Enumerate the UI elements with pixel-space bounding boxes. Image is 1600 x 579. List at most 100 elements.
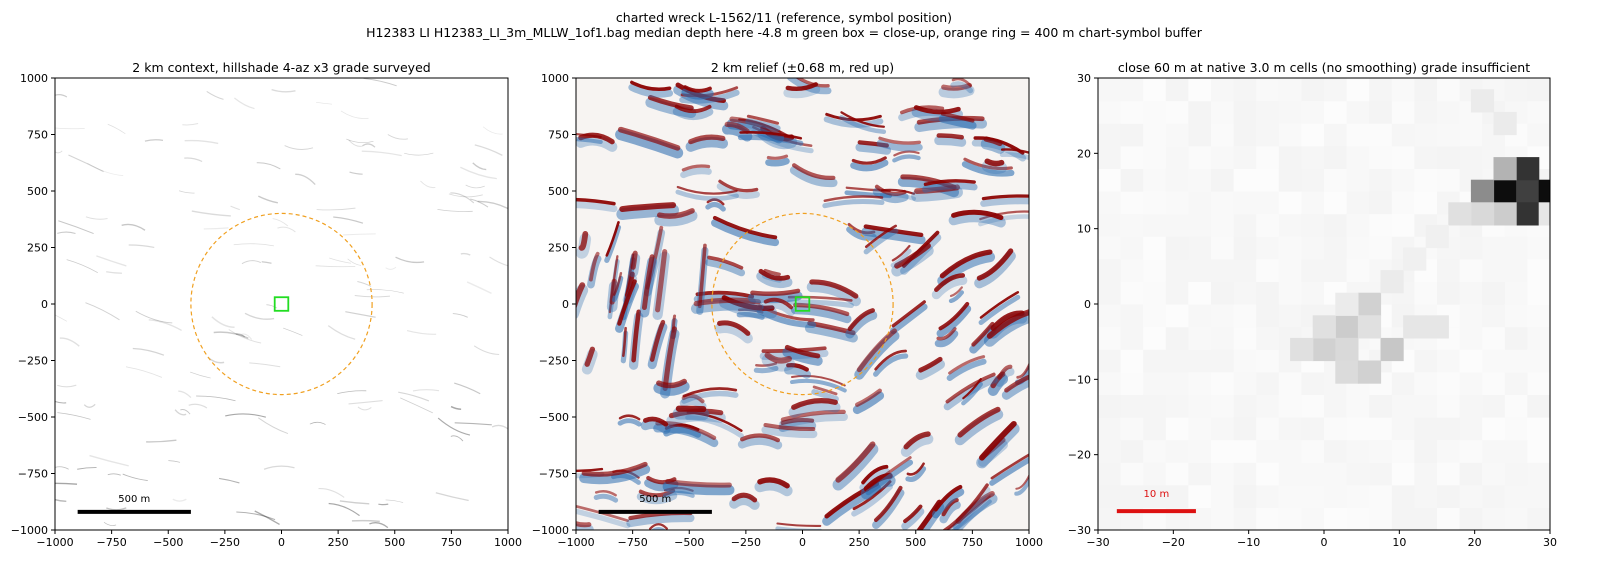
relief-crest xyxy=(809,279,859,299)
closeup-cell xyxy=(1459,281,1483,305)
relief-trough xyxy=(974,250,1016,289)
closeup-cell xyxy=(1233,371,1257,395)
relief-crest xyxy=(951,78,972,87)
hillshade-ridge xyxy=(272,218,289,227)
hillshade-ridge xyxy=(345,311,376,318)
hillshade-ridge xyxy=(277,226,296,233)
relief-trough xyxy=(971,139,1027,162)
relief-trough xyxy=(980,138,1006,154)
closeup-cell xyxy=(1278,236,1302,260)
hillshade-ridge xyxy=(454,422,492,426)
hillshade-ridge xyxy=(266,304,278,309)
closeup-cell xyxy=(1301,100,1325,124)
hillshade-ridge xyxy=(107,123,126,135)
relief-crest xyxy=(674,104,712,114)
closeup-cell xyxy=(1459,371,1483,395)
closeup-cell xyxy=(1527,100,1550,124)
closeup-cell xyxy=(1312,337,1336,362)
closeup-cell xyxy=(1301,236,1325,260)
hillshade-ridge xyxy=(191,210,231,217)
relief-crest xyxy=(840,111,885,128)
relief-trough xyxy=(672,407,710,421)
closeup-cell xyxy=(1391,439,1415,463)
closeup-cell xyxy=(1527,78,1550,102)
closeup-cell xyxy=(1504,281,1528,305)
relief-crest xyxy=(617,279,637,326)
closeup-cell xyxy=(1437,484,1461,508)
hillshade-ridge xyxy=(261,261,272,264)
relief-trough xyxy=(783,84,821,99)
closeup-cell xyxy=(1301,78,1325,102)
closeup-cell xyxy=(1301,123,1325,147)
relief-trough xyxy=(679,89,740,104)
closeup-cell xyxy=(1346,168,1370,192)
closeup-cell xyxy=(1120,417,1144,441)
y-tick-label: −750 xyxy=(18,468,48,481)
relief-crest xyxy=(581,461,648,477)
closeup-cell xyxy=(1324,191,1348,215)
closeup-cell xyxy=(1211,417,1235,441)
hillshade-ridge xyxy=(337,390,367,395)
hillshade-ridge xyxy=(182,123,199,126)
closeup-cell xyxy=(1211,100,1235,124)
closeup-cell xyxy=(1470,89,1495,113)
hillshade-ridge xyxy=(241,260,262,265)
x-tick-label: −500 xyxy=(674,536,704,549)
relief-trough xyxy=(719,297,778,319)
hillshade-ridge xyxy=(55,400,67,404)
hillshade-ridge xyxy=(146,439,177,443)
closeup-cell xyxy=(1482,281,1506,305)
relief-trough xyxy=(679,396,707,411)
closeup-cell xyxy=(1504,439,1528,463)
relief-crest xyxy=(936,133,964,140)
closeup-cell xyxy=(1470,202,1495,226)
relief-crest xyxy=(594,489,617,497)
closeup-cell xyxy=(1414,100,1438,124)
closeup-cell xyxy=(1335,360,1359,384)
closeup-cell xyxy=(1233,236,1257,260)
relief-trough xyxy=(685,414,744,439)
closeup-cell xyxy=(1335,337,1359,362)
hillshade-ridge xyxy=(57,231,76,234)
relief-crest xyxy=(706,198,725,206)
closeup-cell xyxy=(1256,145,1280,169)
hillshade-ridge xyxy=(349,171,363,175)
closeup-cell xyxy=(1482,236,1506,260)
closeup-cell xyxy=(1346,236,1370,260)
closeup-cell xyxy=(1369,417,1393,441)
closeup-cell xyxy=(1346,123,1370,147)
panel-relief-title: 2 km relief (±0.68 m, red up) xyxy=(711,60,894,75)
hillshade-ridge xyxy=(362,143,376,148)
hillshade-ridge xyxy=(196,395,236,402)
relief-trough xyxy=(976,423,1020,469)
hillshade-ridge xyxy=(172,498,187,502)
hillshade-ridge xyxy=(55,314,68,322)
hillshade-ridge xyxy=(316,101,332,105)
closeup-cell xyxy=(1414,462,1438,486)
relief-trough xyxy=(978,214,1029,227)
relief-trough xyxy=(890,303,928,335)
relief-crest xyxy=(880,188,916,195)
closeup-cell xyxy=(1527,394,1550,418)
closeup-cell xyxy=(1165,484,1189,508)
relief-trough xyxy=(690,299,764,314)
closeup-cell xyxy=(1414,349,1438,373)
relief-crest xyxy=(619,202,677,213)
closeup-cell xyxy=(1211,349,1235,373)
hillshade-ridge xyxy=(184,157,203,163)
y-tick-label: −1000 xyxy=(532,524,569,537)
closeup-cell xyxy=(1493,179,1517,203)
closeup-cell xyxy=(1233,213,1257,237)
relief-crest xyxy=(914,184,961,195)
closeup-cell xyxy=(1369,484,1393,508)
hillshade-ridge xyxy=(460,252,471,256)
closeup-cell xyxy=(1278,439,1302,463)
closeup-cell xyxy=(1143,439,1167,463)
closeup-cell xyxy=(1098,191,1122,215)
closeup-cell xyxy=(1278,462,1302,486)
closeup-cell xyxy=(1391,394,1415,418)
y-tick-label: 0 xyxy=(41,298,48,311)
closeup-cell xyxy=(1380,270,1404,294)
closeup-cell xyxy=(1256,236,1280,260)
hillshade-ridge xyxy=(343,233,376,236)
